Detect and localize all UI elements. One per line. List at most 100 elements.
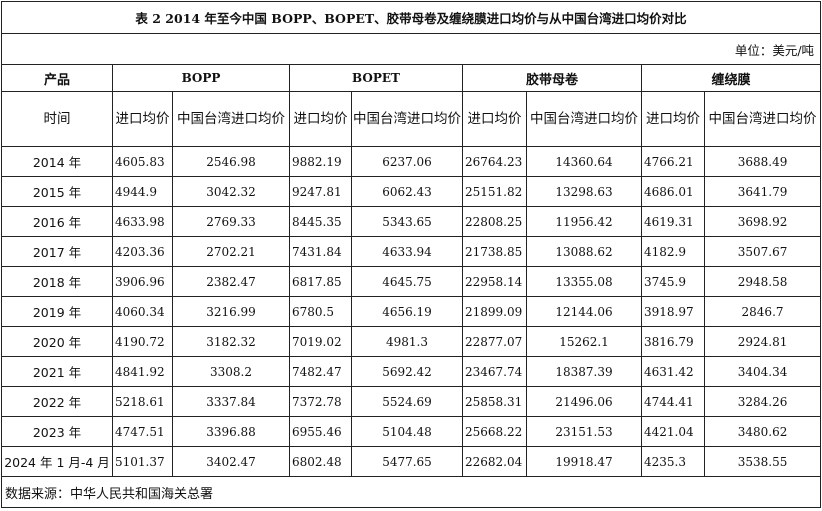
value-cell: 3216.99: [172, 296, 290, 327]
value-cell: 7372.78: [289, 386, 352, 417]
value-cell: 3507.67: [703, 236, 822, 267]
value-cell: 22877.07: [462, 326, 527, 357]
table-row: 2015 年 4944.9 3042.32 9247.81 6062.43 25151.8…: [1, 176, 822, 207]
value-cell: 4645.75: [351, 266, 463, 297]
value-cell: 22682.04: [462, 446, 527, 477]
value-cell: 3182.32: [172, 326, 290, 357]
table-row: 2014 年 4605.83 2546.98 9882.19 6237.06 26764.…: [1, 146, 822, 177]
value-cell: 25858.31: [462, 386, 527, 417]
value-cell: 3042.32: [172, 176, 290, 207]
value-cell: 5524.69: [351, 386, 463, 417]
column-header-taiwan-avg: 中国台湾进口均价: [703, 91, 822, 147]
value-cell: 5218.61: [112, 386, 173, 417]
row-year-cell: 2020 年: [1, 326, 113, 357]
value-cell: 3641.79: [703, 176, 822, 207]
row-year-cell: 2023 年: [1, 416, 113, 447]
value-cell: 4605.83: [112, 146, 173, 177]
value-cell: 4981.3: [351, 326, 463, 357]
value-cell: 5477.65: [351, 446, 463, 477]
value-cell: 4747.51: [112, 416, 173, 447]
value-cell: 4060.34: [112, 296, 173, 327]
value-cell: 23467.74: [462, 356, 527, 387]
value-cell: 3402.47: [172, 446, 290, 477]
value-cell: 4633.94: [351, 236, 463, 267]
value-cell: 23151.53: [526, 416, 642, 447]
column-header-taiwan-avg: 中国台湾进口均价: [526, 91, 642, 147]
value-cell: 25668.22: [462, 416, 527, 447]
data-source-note: 数据来源：中华人民共和国海关总署: [0, 476, 822, 508]
value-cell: 12144.06: [526, 296, 642, 327]
value-cell: 9247.81: [289, 176, 352, 207]
value-cell: 4190.72: [112, 326, 173, 357]
value-cell: 2769.33: [172, 206, 290, 237]
row-year-cell: 2016 年: [1, 206, 113, 237]
value-cell: 6802.48: [289, 446, 352, 477]
value-cell: 5101.37: [112, 446, 173, 477]
value-cell: 21738.85: [462, 236, 527, 267]
value-cell: 4841.92: [112, 356, 173, 387]
value-cell: 4619.31: [641, 206, 705, 237]
product-header-bopp: BOPP: [112, 64, 290, 92]
value-cell: 2924.81: [703, 326, 822, 357]
value-cell: 4744.41: [641, 386, 705, 417]
value-cell: 26764.23: [462, 146, 527, 177]
table-row: 2018 年 3906.96 2382.47 6817.85 4645.75 22958.…: [1, 266, 822, 297]
time-header-label: 时间: [1, 91, 113, 147]
value-cell: 5104.48: [351, 416, 463, 447]
row-year-cell: 2024 年 1 月-4 月: [1, 446, 113, 477]
value-cell: 21496.06: [526, 386, 642, 417]
table-row: 2019 年 4060.34 3216.99 6780.5 4656.19 21899.0…: [1, 296, 822, 327]
row-year-cell: 2022 年: [1, 386, 113, 417]
value-cell: 5692.42: [351, 356, 463, 387]
value-cell: 7431.84: [289, 236, 352, 267]
table-title: 表 2 2014 年至今中国 BOPP、BOPET、胶带母卷及缠绕膜进口均价与从…: [0, 1, 822, 34]
value-cell: 9882.19: [289, 146, 352, 177]
unit-label: 单位：美元/吨: [0, 33, 822, 65]
value-cell: 11956.42: [526, 206, 642, 237]
column-header-import-avg: 进口均价: [289, 91, 352, 147]
value-cell: 7482.47: [289, 356, 352, 387]
table-row: 2023 年 4747.51 3396.88 6955.46 5104.48 25668.…: [1, 416, 822, 447]
value-cell: 22958.14: [462, 266, 527, 297]
value-cell: 6955.46: [289, 416, 352, 447]
value-cell: 4686.01: [641, 176, 705, 207]
value-cell: 6237.06: [351, 146, 463, 177]
value-cell: 3698.92: [703, 206, 822, 237]
value-cell: 25151.82: [462, 176, 527, 207]
value-cell: 4656.19: [351, 296, 463, 327]
value-cell: 4235.3: [641, 446, 705, 477]
value-cell: 4633.98: [112, 206, 173, 237]
row-year-cell: 2015 年: [1, 176, 113, 207]
value-cell: 3337.84: [172, 386, 290, 417]
product-header-stretch-film: 缠绕膜: [640, 64, 822, 92]
value-cell: 3816.79: [641, 326, 705, 357]
table-row: 2021 年 4841.92 3308.2 7482.47 5692.42 23467.7…: [1, 356, 822, 387]
value-cell: 4203.36: [112, 236, 173, 267]
value-cell: 4944.9: [112, 176, 173, 207]
value-cell: 5343.65: [351, 206, 463, 237]
value-cell: 13355.08: [526, 266, 642, 297]
table-row: 2020 年 4190.72 3182.32 7019.02 4981.3 22877.0…: [1, 326, 822, 357]
value-cell: 13088.62: [526, 236, 642, 267]
value-cell: 4766.21: [641, 146, 705, 177]
product-header-bopet: BOPET: [289, 64, 463, 92]
row-year-cell: 2021 年: [1, 356, 113, 387]
value-cell: 3918.97: [641, 296, 705, 327]
column-header-import-avg: 进口均价: [112, 91, 173, 147]
value-cell: 18387.39: [526, 356, 642, 387]
value-cell: 3538.55: [703, 446, 822, 477]
column-header-import-avg: 进口均价: [641, 91, 705, 147]
value-cell: 6817.85: [289, 266, 352, 297]
row-year-cell: 2014 年: [1, 146, 113, 177]
value-cell: 2702.21: [172, 236, 290, 267]
row-year-cell: 2018 年: [1, 266, 113, 297]
value-cell: 3688.49: [703, 146, 822, 177]
value-cell: 15262.1: [526, 326, 642, 357]
column-header-taiwan-avg: 中国台湾进口均价: [351, 91, 463, 147]
value-cell: 21899.09: [462, 296, 527, 327]
table-row: 2022 年 5218.61 3337.84 7372.78 5524.69 25858.…: [1, 386, 822, 417]
value-cell: 3396.88: [172, 416, 290, 447]
value-cell: 4421.04: [641, 416, 705, 447]
